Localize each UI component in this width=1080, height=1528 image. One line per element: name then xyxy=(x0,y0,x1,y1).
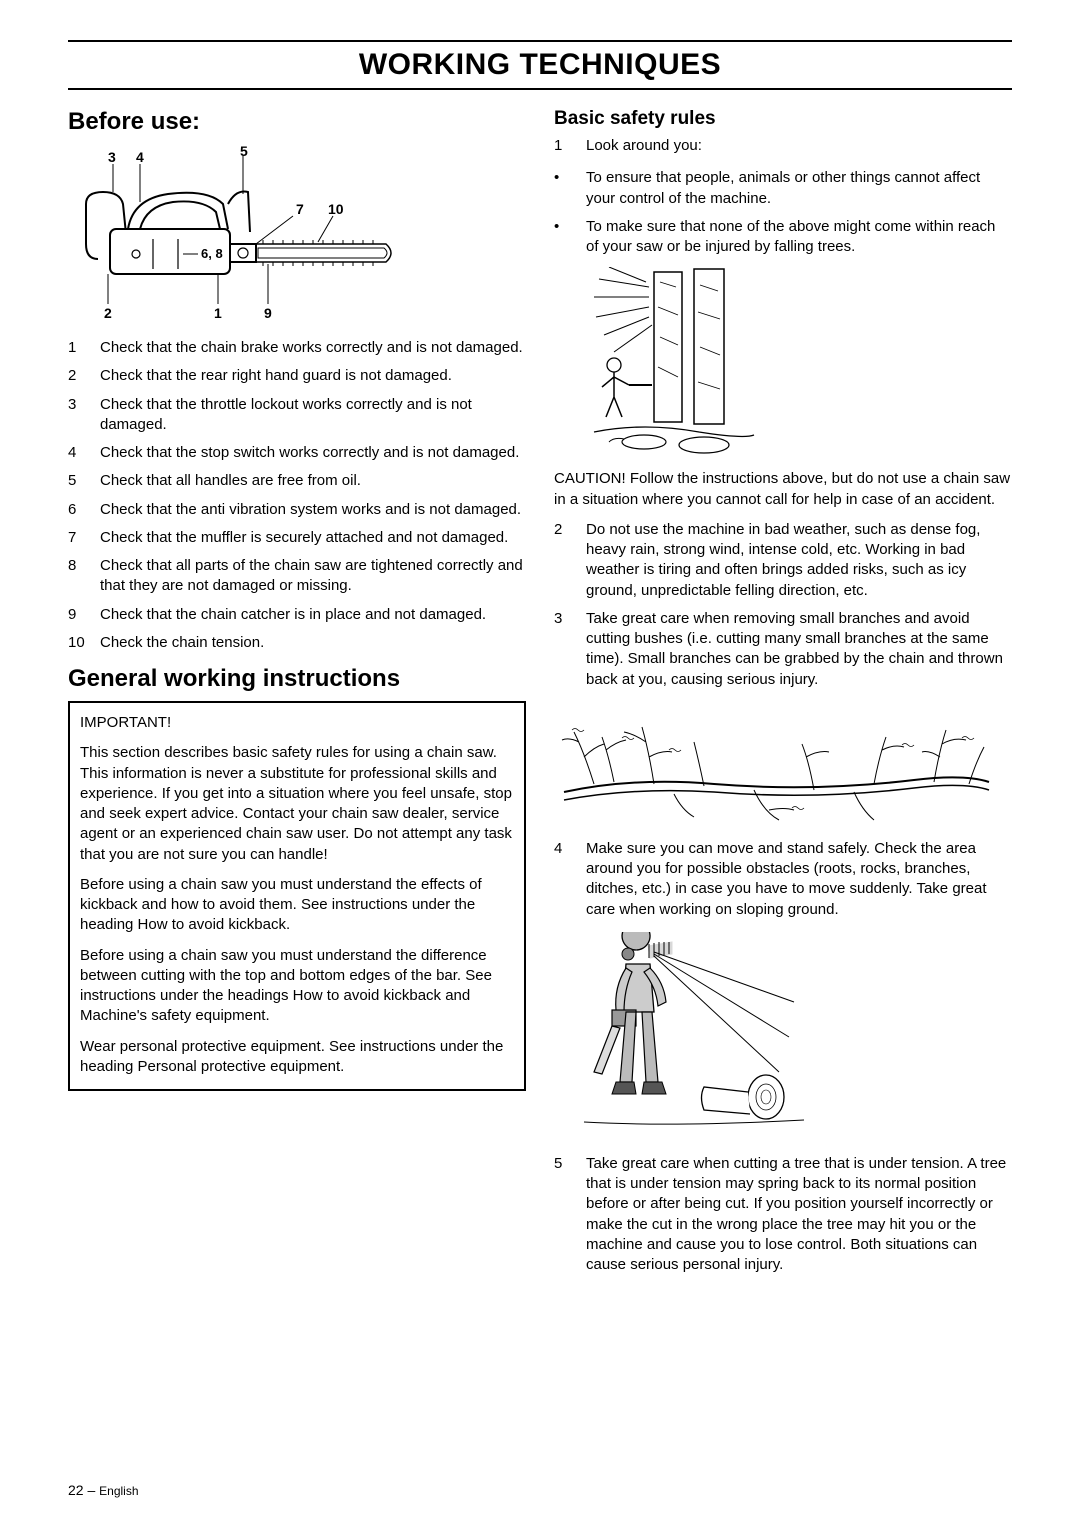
list-item: 2 Check that the rear right hand guard is… xyxy=(68,366,526,386)
list-item: 4Make sure you can move and stand safely… xyxy=(554,839,1012,920)
bullet-text: To make sure that none of the above migh… xyxy=(586,217,1012,258)
heading-basic-safety: Basic safety rules xyxy=(554,108,1012,130)
list-item: 8 Check that all parts of the chain saw a… xyxy=(68,556,526,597)
footer-language: English xyxy=(99,1484,138,1498)
look-around-bullets: • To ensure that people, animals or other… xyxy=(554,168,1012,257)
caution-text: CAUTION! Follow the instructions above, … xyxy=(554,469,1012,510)
item-number: 8 xyxy=(68,556,88,597)
item-number: 7 xyxy=(68,528,88,548)
svg-text:3: 3 xyxy=(108,149,116,165)
item-text: Check that the stop switch works correct… xyxy=(100,443,519,463)
item-number: 6 xyxy=(68,500,88,520)
bullet-dot: • xyxy=(554,217,574,258)
item-text: Look around you: xyxy=(586,136,702,156)
item-text: Check that the anti vibration system wor… xyxy=(100,500,521,520)
left-column: Before use: xyxy=(68,108,526,1287)
list-item: 2Do not use the machine in bad weather, … xyxy=(554,520,1012,601)
item-text: Check that the rear right hand guard is … xyxy=(100,366,452,386)
list-item: 3Take great care when removing small bra… xyxy=(554,609,1012,690)
item-number: 10 xyxy=(68,633,88,653)
item-text: Check the chain tension. xyxy=(100,633,264,653)
item-text: Check that all parts of the chain saw ar… xyxy=(100,556,526,597)
important-paragraph: This section describes basic safety rule… xyxy=(80,743,514,865)
list-item: 10 Check the chain tension. xyxy=(68,633,526,653)
list-item: 1 Look around you: xyxy=(554,136,1012,156)
item-text: Check that the muffler is securely attac… xyxy=(100,528,508,548)
footer-page-number: 22 xyxy=(68,1482,84,1498)
svg-text:1: 1 xyxy=(214,305,222,321)
svg-text:4: 4 xyxy=(136,149,144,165)
important-paragraph: Before using a chain saw you must unders… xyxy=(80,875,514,936)
footing-illustration-svg xyxy=(554,932,814,1142)
item-number: 3 xyxy=(554,609,574,690)
item-number: 2 xyxy=(554,520,574,601)
list-item: 3 Check that the throttle lockout works c… xyxy=(68,395,526,436)
svg-text:5: 5 xyxy=(240,144,248,159)
page-footer: 22 – English xyxy=(68,1482,139,1498)
safety-rules-list-cont2: 4Make sure you can move and stand safely… xyxy=(554,839,1012,920)
bullet-item: • To make sure that none of the above mig… xyxy=(554,217,1012,258)
chainsaw-diagram-svg: 3 4 5 7 10 6, 8 2 1 9 xyxy=(68,144,408,324)
item-number: 9 xyxy=(68,605,88,625)
svg-text:10: 10 xyxy=(328,201,344,217)
list-item: 9 Check that the chain catcher is in plac… xyxy=(68,605,526,625)
svg-text:6, 8: 6, 8 xyxy=(201,246,223,261)
item-text: Check that the chain brake works correct… xyxy=(100,338,523,358)
before-use-list: 1 Check that the chain brake works correc… xyxy=(68,338,526,653)
bullet-item: • To ensure that people, animals or other… xyxy=(554,168,1012,209)
item-number: 1 xyxy=(554,136,574,156)
item-number: 1 xyxy=(68,338,88,358)
item-text: Take great care when cutting a tree that… xyxy=(586,1154,1012,1276)
svg-text:7: 7 xyxy=(296,201,304,217)
important-paragraph: Before using a chain saw you must unders… xyxy=(80,946,514,1027)
svg-text:2: 2 xyxy=(104,305,112,321)
item-text: Check that the chain catcher is in place… xyxy=(100,605,486,625)
safety-rules-list-cont: 2Do not use the machine in bad weather, … xyxy=(554,520,1012,690)
heading-before-use: Before use: xyxy=(68,108,526,136)
bullet-text: To ensure that people, animals or other … xyxy=(586,168,1012,209)
safety-rules-list: 1 Look around you: xyxy=(554,136,1012,156)
item-number: 5 xyxy=(68,471,88,491)
important-label: IMPORTANT! xyxy=(80,713,514,733)
item-text: Make sure you can move and stand safely.… xyxy=(586,839,1012,920)
list-item: 5 Check that all handles are free from oi… xyxy=(68,471,526,491)
svg-text:9: 9 xyxy=(264,305,272,321)
page-title: WORKING TECHNIQUES xyxy=(68,40,1012,90)
item-text: Take great care when removing small bran… xyxy=(586,609,1012,690)
chainsaw-diagram: 3 4 5 7 10 6, 8 2 1 9 xyxy=(68,144,526,324)
footing-illustration xyxy=(554,932,1012,1142)
item-text: Check that the throttle lockout works co… xyxy=(100,395,526,436)
list-item: 1 Check that the chain brake works correc… xyxy=(68,338,526,358)
branches-illustration-svg xyxy=(554,702,994,827)
felling-illustration xyxy=(554,267,1012,457)
item-number: 3 xyxy=(68,395,88,436)
bullet-dot: • xyxy=(554,168,574,209)
two-column-layout: Before use: xyxy=(68,108,1012,1287)
item-number: 5 xyxy=(554,1154,574,1276)
safety-rules-list-cont3: 5Take great care when cutting a tree tha… xyxy=(554,1154,1012,1276)
important-notice-box: IMPORTANT! This section describes basic … xyxy=(68,701,526,1091)
item-number: 2 xyxy=(68,366,88,386)
item-text: Check that all handles are free from oil… xyxy=(100,471,361,491)
branches-illustration xyxy=(554,702,1012,827)
list-item: 4 Check that the stop switch works correc… xyxy=(68,443,526,463)
felling-illustration-svg xyxy=(554,267,774,457)
heading-general-working: General working instructions xyxy=(68,665,526,693)
list-item: 5Take great care when cutting a tree tha… xyxy=(554,1154,1012,1276)
right-column: Basic safety rules 1 Look around you: • To… xyxy=(554,108,1012,1287)
item-number: 4 xyxy=(68,443,88,463)
item-number: 4 xyxy=(554,839,574,920)
list-item: 7 Check that the muffler is securely atta… xyxy=(68,528,526,548)
item-text: Do not use the machine in bad weather, s… xyxy=(586,520,1012,601)
list-item: 6 Check that the anti vibration system wo… xyxy=(68,500,526,520)
footer-separator: – xyxy=(84,1482,100,1498)
important-paragraph: Wear personal protective equipment. See … xyxy=(80,1037,514,1078)
